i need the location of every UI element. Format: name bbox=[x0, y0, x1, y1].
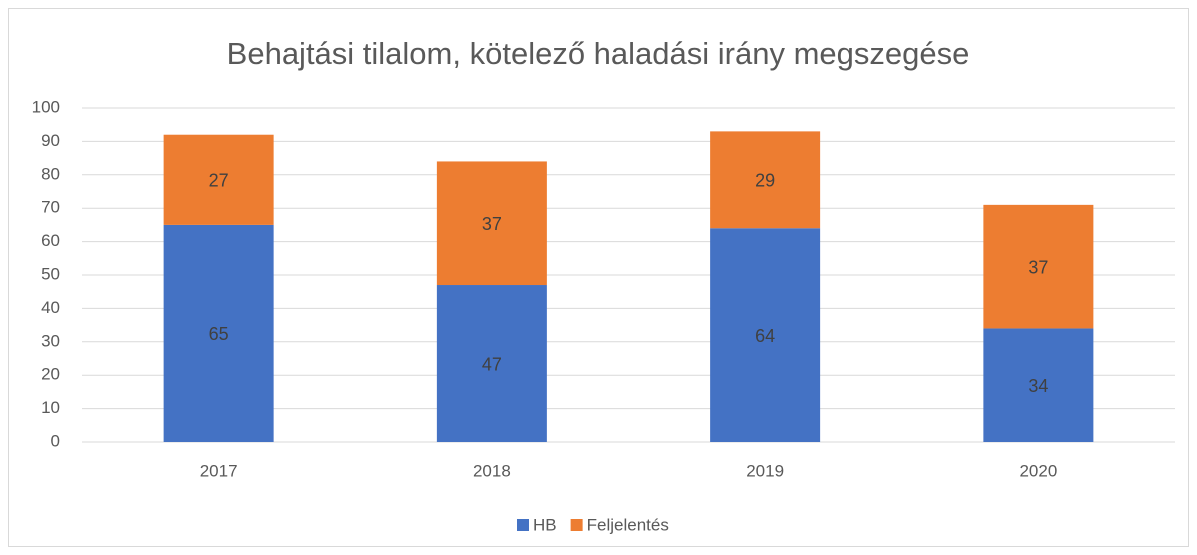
y-tick-label: 30 bbox=[41, 331, 60, 350]
data-label: 65 bbox=[209, 324, 229, 344]
y-tick-label: 10 bbox=[41, 398, 60, 417]
y-tick-label: 0 bbox=[51, 431, 60, 450]
data-label: 27 bbox=[209, 171, 229, 191]
data-label: 29 bbox=[755, 171, 775, 191]
chart-title: Behajtási tilalom, kötelező haladási irá… bbox=[227, 36, 970, 71]
data-label: 64 bbox=[755, 326, 775, 346]
legend-swatch bbox=[570, 519, 583, 531]
x-tick-label: 2018 bbox=[473, 461, 511, 480]
legend-label: Feljelentés bbox=[587, 515, 669, 534]
y-tick-label: 50 bbox=[41, 264, 60, 283]
legend-label: HB bbox=[533, 515, 557, 534]
bar-segment bbox=[710, 228, 821, 442]
legend-swatch bbox=[517, 519, 529, 531]
bar-segment bbox=[436, 161, 547, 286]
bar-segment bbox=[983, 204, 1094, 329]
x-tick-label: 2020 bbox=[1019, 461, 1057, 480]
y-tick-label: 20 bbox=[41, 365, 60, 384]
data-label: 47 bbox=[482, 354, 502, 374]
bar-segment bbox=[710, 131, 821, 229]
y-tick-label: 80 bbox=[41, 164, 60, 183]
y-tick-label: 70 bbox=[41, 198, 60, 217]
data-label: 37 bbox=[482, 214, 502, 234]
bar-segment bbox=[163, 224, 274, 442]
y-tick-label: 90 bbox=[41, 131, 60, 150]
data-label: 37 bbox=[1028, 257, 1048, 277]
bar-segment bbox=[983, 328, 1094, 442]
y-tick-label: 60 bbox=[41, 231, 60, 250]
bar-segment bbox=[163, 134, 274, 225]
x-tick-label: 2017 bbox=[200, 461, 238, 480]
data-label: 34 bbox=[1028, 376, 1048, 396]
bar-segment bbox=[436, 285, 547, 442]
y-tick-label: 100 bbox=[32, 97, 60, 116]
y-tick-label: 40 bbox=[41, 298, 60, 317]
x-tick-label: 2019 bbox=[746, 461, 784, 480]
